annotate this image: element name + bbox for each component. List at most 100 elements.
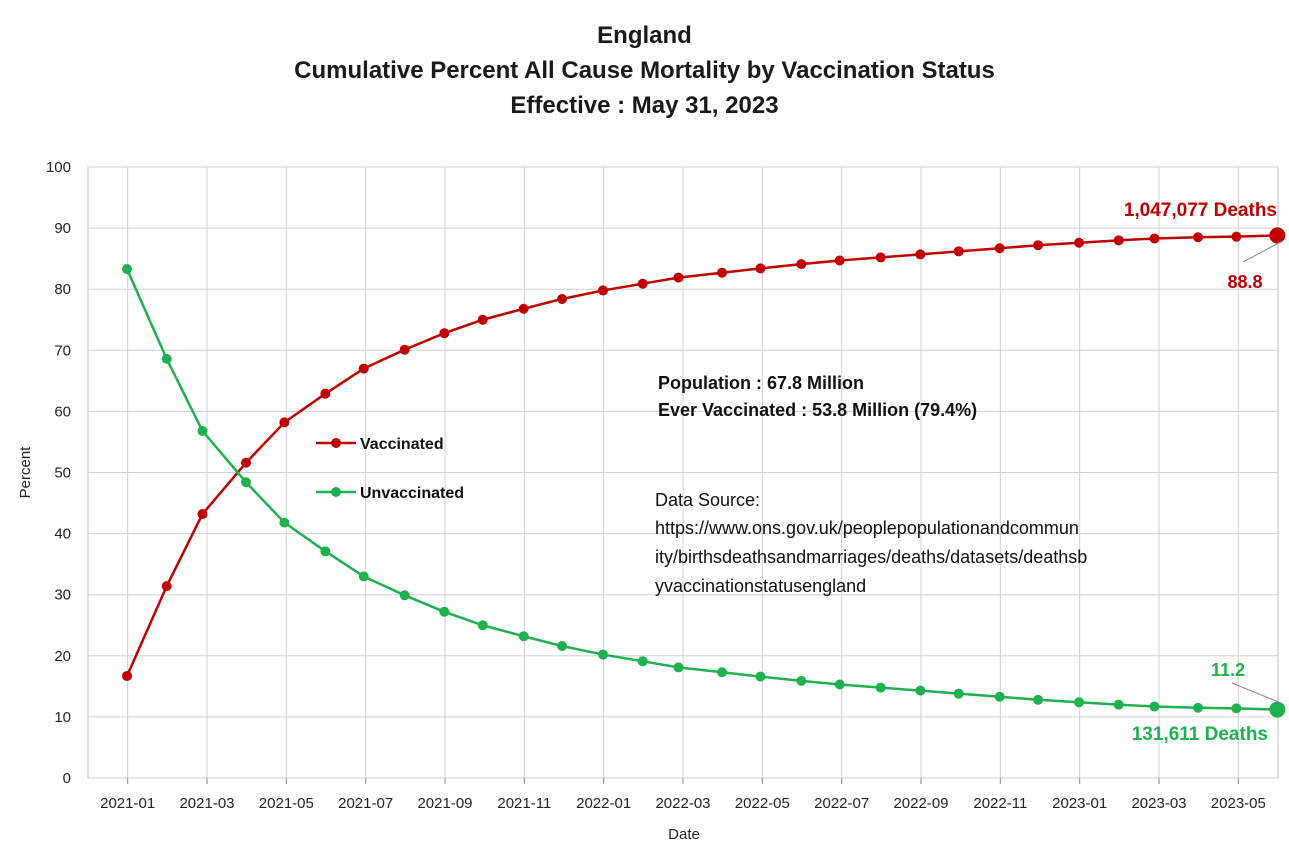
data-source-line-3: yvaccinationstatusengland: [655, 576, 867, 596]
unvaccinated-data-point: [477, 620, 488, 631]
vaccinated-leader-line: [1242, 239, 1284, 263]
x-tick-label: 2021-11: [497, 795, 551, 812]
unvaccinated-data-point: [1193, 702, 1204, 713]
unvaccinated-data-point: [358, 571, 369, 582]
y-tick-label: 70: [54, 342, 71, 359]
unvaccinated-data-point: [518, 631, 529, 642]
chart-subtitle: Cumulative Percent All Cause Mortality b…: [294, 57, 995, 84]
x-tick-label: 2022-09: [893, 795, 948, 812]
unvaccinated-data-point: [279, 517, 290, 528]
vaccinated-data-point: [1033, 240, 1044, 251]
population-note: Population : 67.8 Million: [658, 373, 865, 393]
vaccinated-data-point: [755, 263, 766, 274]
unvaccinated-data-point: [1149, 701, 1160, 712]
x-tick-label: 2021-09: [417, 795, 472, 812]
vaccinated-data-point: [1149, 233, 1160, 244]
y-tick-label: 100: [46, 159, 71, 176]
unvaccinated-data-point: [875, 682, 886, 693]
y-tick-label: 0: [63, 770, 71, 787]
legend-vaccinated-label: Vaccinated: [360, 436, 444, 453]
unvaccinated-data-point: [1231, 703, 1242, 714]
ever-vaccinated-note: Ever Vaccinated : 53.8 Million (79.4%): [658, 400, 978, 420]
vaccinated-data-point: [598, 285, 609, 296]
unvaccinated-data-point: [1074, 697, 1085, 708]
unvaccinated-data-point: [1033, 694, 1044, 705]
x-tick-label: 2022-03: [655, 795, 710, 812]
y-tick-label: 90: [54, 220, 71, 237]
vaccinated-data-point: [557, 293, 568, 304]
x-axis-title: Date: [668, 826, 700, 843]
data-source-line-1: https://www.ons.gov.uk/peoplepopulationa…: [655, 518, 1079, 538]
x-tick-label: 2021-05: [259, 795, 314, 812]
x-tick-label: 2022-11: [973, 795, 1027, 812]
vaccinated-series-line: [125, 234, 1278, 677]
vaccinated-data-point: [439, 328, 450, 339]
chart-effective-date: Effective : May 31, 2023: [510, 92, 779, 119]
unvaccinated-last-value-label: 11.2: [1211, 660, 1245, 680]
vaccinated-data-point: [1074, 237, 1085, 248]
x-tick-label: 2022-07: [814, 795, 869, 812]
y-tick-label: 30: [54, 587, 71, 604]
x-tick-label: 2022-01: [576, 795, 631, 812]
vaccinated-data-point: [994, 243, 1005, 254]
unvaccinated-deaths-label: 131,611 Deaths: [1132, 724, 1268, 745]
y-tick-label: 80: [54, 281, 71, 298]
unvaccinated-data-point: [320, 546, 331, 557]
chart-title: England: [597, 22, 692, 49]
x-tick-label: 2023-05: [1211, 795, 1266, 812]
unvaccinated-data-point: [122, 264, 133, 275]
vaccinated-data-point: [197, 509, 208, 520]
x-tick-label: 2022-05: [735, 795, 790, 812]
unvaccinated-data-point: [915, 685, 926, 696]
y-tick-label: 20: [54, 648, 71, 665]
vaccinated-data-point: [1193, 232, 1204, 243]
unvaccinated-data-point: [399, 590, 410, 601]
vaccinated-data-point: [161, 581, 172, 592]
unvaccinated-series-line: [125, 268, 1278, 711]
unvaccinated-data-point: [796, 675, 807, 686]
unvaccinated-data-point: [161, 353, 172, 364]
unvaccinated-data-point: [1269, 701, 1286, 718]
vaccinated-data-point: [1269, 227, 1286, 244]
vaccinated-data-point: [1113, 235, 1124, 246]
vaccinated-data-point: [915, 249, 926, 260]
x-tick-label: 2021-01: [100, 795, 155, 812]
x-tick-label: 2021-07: [338, 795, 393, 812]
vaccinated-deaths-label: 1,047,077 Deaths: [1124, 200, 1277, 221]
vaccinated-data-point: [875, 252, 886, 263]
legend-vaccinated-marker: [331, 438, 341, 448]
unvaccinated-data-point: [637, 656, 648, 667]
vaccinated-data-point: [834, 255, 845, 266]
vaccinated-data-point: [122, 670, 133, 681]
vaccinated-data-point: [399, 344, 410, 355]
vaccinated-data-point: [796, 259, 807, 270]
data-source-line-2: ity/birthsdeathsandmarriages/deaths/data…: [655, 547, 1088, 567]
vaccinated-data-point: [637, 278, 648, 289]
unvaccinated-data-point: [557, 641, 568, 652]
vaccinated-data-point: [241, 457, 252, 468]
vaccinated-last-value-label: 88.8: [1227, 272, 1262, 292]
vaccinated-data-point: [673, 272, 684, 283]
unvaccinated-data-point: [953, 688, 964, 699]
unvaccinated-data-point: [755, 671, 766, 682]
y-tick-label: 60: [54, 403, 71, 420]
y-tick-label: 40: [54, 526, 71, 543]
unvaccinated-data-point: [241, 477, 252, 488]
data-source-label: Data Source:: [655, 490, 761, 510]
unvaccinated-data-point: [673, 662, 684, 673]
vaccinated-data-point: [320, 388, 331, 399]
unvaccinated-data-point: [994, 691, 1005, 702]
unvaccinated-data-point: [717, 667, 728, 678]
unvaccinated-data-point: [598, 649, 609, 660]
legend-unvaccinated-label: Unvaccinated: [360, 485, 464, 502]
y-tick-label: 50: [54, 465, 71, 482]
unvaccinated-data-point: [1113, 699, 1124, 710]
x-tick-label: 2021-03: [179, 795, 234, 812]
vaccinated-data-point: [717, 267, 728, 278]
legend: Vaccinated Unvaccinated: [316, 436, 464, 502]
chart-titles: England Cumulative Percent All Cause Mor…: [0, 18, 1289, 123]
unvaccinated-leader-line: [1231, 682, 1283, 705]
y-tick-label: 10: [54, 709, 71, 726]
vaccinated-data-point: [1231, 231, 1242, 242]
